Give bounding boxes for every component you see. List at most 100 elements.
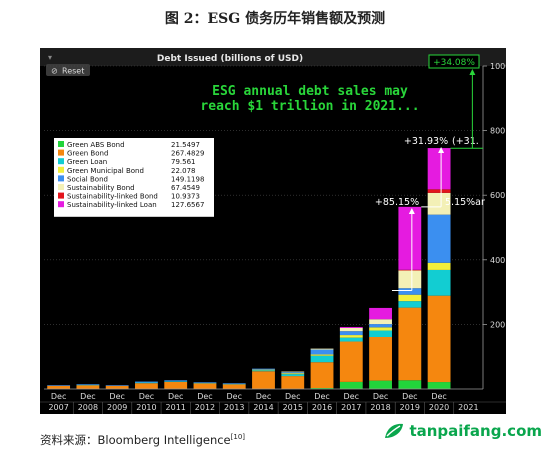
legend-label-5: Sustainability Bond: [67, 184, 135, 192]
bar-2020-green-abs-bond: [427, 382, 451, 389]
legend-swatch-0: [58, 141, 64, 147]
legend-label-1: Green Bond: [67, 150, 108, 158]
legend-label-0: Green ABS Bond: [67, 141, 125, 149]
bar-2010-social-bond: [135, 381, 158, 383]
bar-2018-green-abs-bond: [369, 380, 392, 389]
bar-2014-green-municipal-bond: [252, 369, 275, 371]
reset-button[interactable]: ⊘ Reset: [46, 64, 90, 76]
bar-2019-green-abs-bond: [398, 380, 422, 389]
bar-2015-social-bond: [281, 372, 305, 374]
bar-2009-green-bond: [105, 385, 129, 389]
x-tick-bottom-9: 2016: [312, 403, 332, 412]
bar-2014-green-bond: [252, 371, 275, 389]
pct-2019-extra: 5.15%ar: [445, 197, 485, 208]
legend-swatch-2: [58, 158, 64, 165]
bar-2018-green-municipal-bond: [369, 327, 392, 331]
bar-2015-green-loan: [281, 374, 305, 377]
bar-2019-green-bond: [398, 307, 422, 381]
bar-2020-green-loan: [427, 269, 451, 296]
reset-button-bg[interactable]: [46, 64, 90, 76]
legend-label-4: Social Bond: [67, 175, 108, 183]
bar-2015-sustainability-bond: [281, 371, 305, 373]
chart-title-bar: [40, 48, 506, 66]
x-tick-bottom-8: 2015: [283, 403, 303, 412]
bar-2012-green-loan: [193, 382, 217, 384]
x-tick-top-1: Dec: [80, 392, 95, 401]
y-tick-label-800: 800: [490, 127, 505, 136]
legend-value-1: 267.4829: [171, 150, 204, 158]
debt-issued-chart: Debt Issued (billions of USD) ⊘ Reset ▾ …: [40, 48, 510, 414]
bar-2017-green-bond: [339, 341, 363, 382]
pct-2020-label: +31.93%: [404, 136, 448, 147]
legend-label-2: Green Loan: [67, 158, 107, 166]
legend-value-4: 149.1198: [171, 175, 204, 183]
reset-icon: ⊘: [51, 67, 58, 76]
legend-label-7: Sustainability-linked Loan: [67, 201, 157, 209]
bar-2015-green-municipal-bond: [281, 373, 305, 375]
bar-2010-green-bond: [135, 383, 158, 389]
bar-2019-sustainability-linked-bond: [398, 269, 422, 271]
chart-panel: Debt Issued (billions of USD) ⊘ Reset ▾ …: [40, 48, 510, 414]
bar-2007-green-bond: [47, 385, 71, 389]
pct-2020-extra: (+31.: [452, 136, 479, 147]
x-tick-top-6: Dec: [226, 392, 241, 401]
x-tick-bottom-12: 2019: [400, 403, 420, 412]
x-tick-bottom-10: 2017: [341, 403, 361, 412]
bars: [47, 148, 451, 389]
x-tick-bottom-3: 2010: [136, 403, 156, 412]
bar-2020-sustainability-bond: [427, 192, 451, 215]
legend-box: [54, 138, 214, 217]
x-tick-top-11: Dec: [373, 392, 388, 401]
figure-title: 图 2：ESG 债务历年销售额及预测: [164, 11, 386, 27]
bar-2014-green-loan: [252, 370, 275, 372]
bar-2016-green-bond: [310, 362, 334, 389]
x-tick-bottom-14: 2021: [458, 403, 478, 412]
x-tick-top-9: Dec: [314, 392, 329, 401]
legend-label-3: Green Municipal Bond: [67, 167, 144, 175]
headline-line2: reach $1 trillion in 2021...: [200, 99, 419, 114]
watermark: tanpaifang.com: [383, 422, 542, 440]
y-tick-label-1000: 1000: [490, 62, 506, 71]
x-tick-top-0: Dec: [51, 392, 66, 401]
watermark-text: tanpaifang.com: [409, 422, 542, 440]
x-tick-bottom-2: 2009: [107, 403, 127, 412]
bar-2016-green-municipal-bond: [310, 354, 334, 356]
legend-value-7: 127.6567: [171, 201, 204, 209]
bar-2017-green-municipal-bond: [339, 335, 363, 338]
x-tick-top-10: Dec: [344, 392, 359, 401]
legend-value-0: 21.5497: [171, 141, 200, 149]
source-label: 资料来源：: [40, 433, 98, 447]
bar-2016-green-abs-bond: [310, 388, 334, 389]
leaf-logo-icon: [385, 423, 404, 438]
y-tick-label-600: 600: [490, 191, 505, 200]
legend-swatch-3: [58, 166, 64, 173]
x-tick-bottom-1: 2008: [78, 403, 98, 412]
source-ref: [10]: [230, 433, 246, 442]
x-tick-bottom-5: 2012: [195, 403, 215, 412]
arrow-2019-head: [408, 208, 415, 214]
bar-2018-social-bond: [369, 324, 392, 328]
bar-2019-sustainability-bond: [398, 270, 422, 289]
bar-2013-green-loan: [222, 383, 246, 385]
chart-title: Debt Issued (billions of USD): [157, 54, 303, 64]
bar-2013-social-bond: [222, 383, 246, 384]
bar-2008-green-loan: [76, 384, 100, 386]
x-tick-bottom-0: 2007: [48, 403, 68, 412]
legend-label-6: Sustainability-linked Bond: [67, 193, 158, 201]
bar-2019-green-loan: [398, 301, 422, 308]
legend-value-5: 67.4549: [171, 184, 200, 192]
legend-swatch-7: [58, 201, 64, 208]
bar-2013-green-bond: [222, 384, 246, 389]
legend-value-6: 10.9373: [171, 193, 200, 201]
source-text: Bloomberg Intelligence: [97, 433, 231, 447]
bar-2010-green-loan: [135, 382, 158, 384]
bar-2020-social-bond: [427, 214, 451, 263]
bar-2007-social-bond: [47, 385, 71, 386]
reset-label[interactable]: Reset: [62, 67, 84, 76]
bar-2018-green-loan: [369, 330, 392, 337]
bar-2008-green-bond: [76, 385, 100, 389]
legend-value-2: 79.561: [171, 158, 196, 166]
bar-2020-green-municipal-bond: [427, 262, 451, 270]
bar-2011-green-loan: [164, 381, 188, 382]
bar-2011-social-bond: [164, 380, 188, 382]
